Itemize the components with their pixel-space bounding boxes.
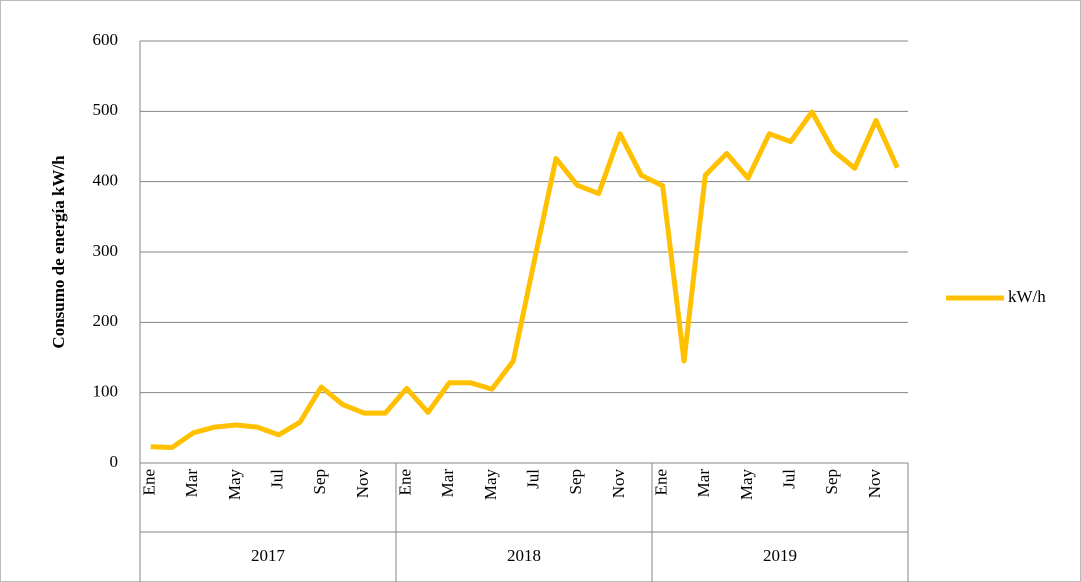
x-tick-label: Mar xyxy=(694,469,713,498)
x-tick-label: Nov xyxy=(609,469,628,499)
y-tick-label: 300 xyxy=(93,241,119,260)
x-tick-label: Ene xyxy=(140,469,159,495)
x-tick-label: Ene xyxy=(652,469,671,495)
y-tick-label: 600 xyxy=(93,30,119,49)
data-line xyxy=(150,109,900,450)
x-tick-label: Jul xyxy=(268,469,287,489)
x-tick-label: May xyxy=(737,469,756,501)
x-tick-label: Mar xyxy=(182,469,201,498)
x-tick-label: Nov xyxy=(353,469,372,499)
x-tick-label: May xyxy=(225,469,244,501)
group-label: 2017 xyxy=(251,546,286,565)
y-tick-label: 100 xyxy=(93,382,119,401)
y-tick-label: 0 xyxy=(110,452,119,471)
x-tick-label: Sep xyxy=(822,469,841,495)
y-axis-label: Consumo de energía kW/h xyxy=(49,155,68,349)
y-tick-label: 400 xyxy=(93,171,119,190)
group-label: 2019 xyxy=(763,546,797,565)
x-tick-label: Mar xyxy=(438,469,457,498)
x-tick-label: May xyxy=(481,469,500,501)
x-tick-label: Nov xyxy=(865,469,884,499)
x-tick-label: Jul xyxy=(524,469,543,489)
x-tick-label: Sep xyxy=(310,469,329,495)
y-tick-label: 200 xyxy=(93,311,119,330)
group-label: 2018 xyxy=(507,546,541,565)
y-tick-label: 500 xyxy=(93,100,119,119)
x-tick-label: Jul xyxy=(780,469,799,489)
x-tick-label: Sep xyxy=(566,469,585,495)
legend-label: kW/h xyxy=(1008,287,1046,306)
x-tick-label: Ene xyxy=(396,469,415,495)
